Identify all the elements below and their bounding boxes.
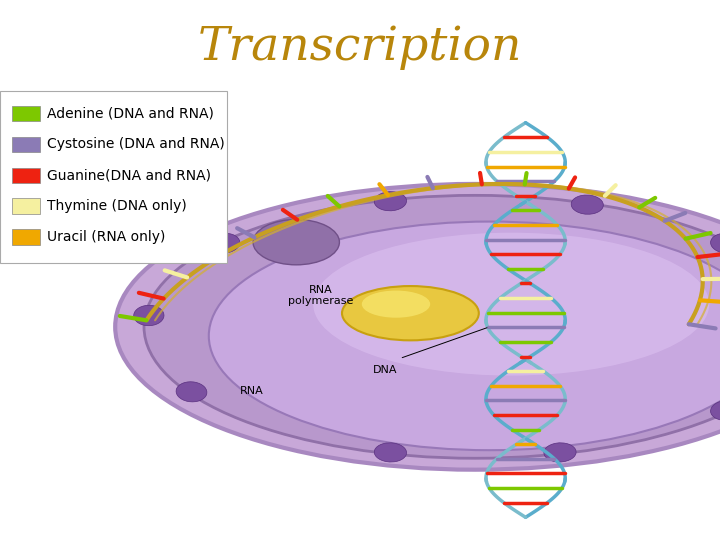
- Text: Guanine(DNA and RNA): Guanine(DNA and RNA): [47, 168, 211, 183]
- Ellipse shape: [571, 195, 603, 214]
- Ellipse shape: [176, 382, 207, 402]
- Ellipse shape: [374, 192, 407, 211]
- Text: Transcription: Transcription: [198, 25, 522, 70]
- Ellipse shape: [209, 221, 720, 450]
- Text: Adenine (DNA and RNA): Adenine (DNA and RNA): [47, 106, 214, 120]
- Text: Uracil (RNA only): Uracil (RNA only): [47, 230, 165, 244]
- FancyBboxPatch shape: [0, 91, 227, 264]
- Ellipse shape: [374, 443, 407, 462]
- Text: RNA
polymerase: RNA polymerase: [288, 285, 353, 306]
- Bar: [12, 137, 40, 152]
- Ellipse shape: [544, 443, 576, 462]
- Ellipse shape: [209, 233, 240, 253]
- Text: Cystosine (DNA and RNA): Cystosine (DNA and RNA): [47, 138, 225, 151]
- Bar: [12, 167, 40, 183]
- Ellipse shape: [253, 219, 339, 265]
- Bar: [12, 198, 40, 214]
- Ellipse shape: [361, 291, 430, 318]
- Text: DNA: DNA: [373, 366, 397, 375]
- Ellipse shape: [115, 184, 720, 470]
- Bar: [12, 230, 40, 245]
- Ellipse shape: [711, 401, 720, 420]
- Ellipse shape: [342, 286, 479, 340]
- Ellipse shape: [313, 233, 709, 376]
- Text: Thymine (DNA only): Thymine (DNA only): [47, 199, 186, 213]
- Ellipse shape: [144, 195, 720, 458]
- Bar: [12, 106, 40, 122]
- Ellipse shape: [187, 214, 691, 386]
- Text: RNA: RNA: [240, 386, 264, 396]
- Ellipse shape: [134, 305, 164, 326]
- Ellipse shape: [711, 233, 720, 253]
